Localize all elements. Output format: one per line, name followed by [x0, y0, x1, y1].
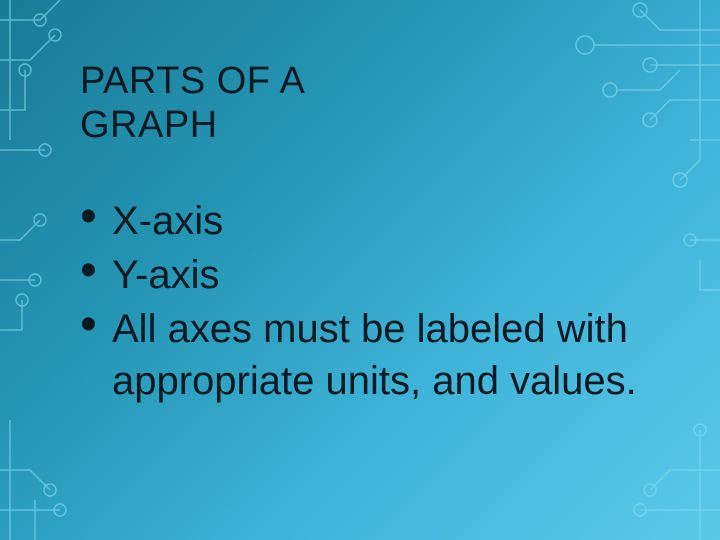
- slide: PARTS OF A GRAPH X-axis Y-axis All axes …: [0, 0, 720, 540]
- slide-content: PARTS OF A GRAPH X-axis Y-axis All axes …: [0, 0, 720, 540]
- bullet-item: Y-axis: [80, 249, 640, 301]
- bullet-item: X-axis: [80, 195, 640, 247]
- bullet-list: X-axis Y-axis All axes must be labeled w…: [80, 195, 640, 407]
- slide-title: PARTS OF A GRAPH: [80, 60, 440, 147]
- bullet-item: All axes must be labeled with appropriat…: [80, 303, 640, 407]
